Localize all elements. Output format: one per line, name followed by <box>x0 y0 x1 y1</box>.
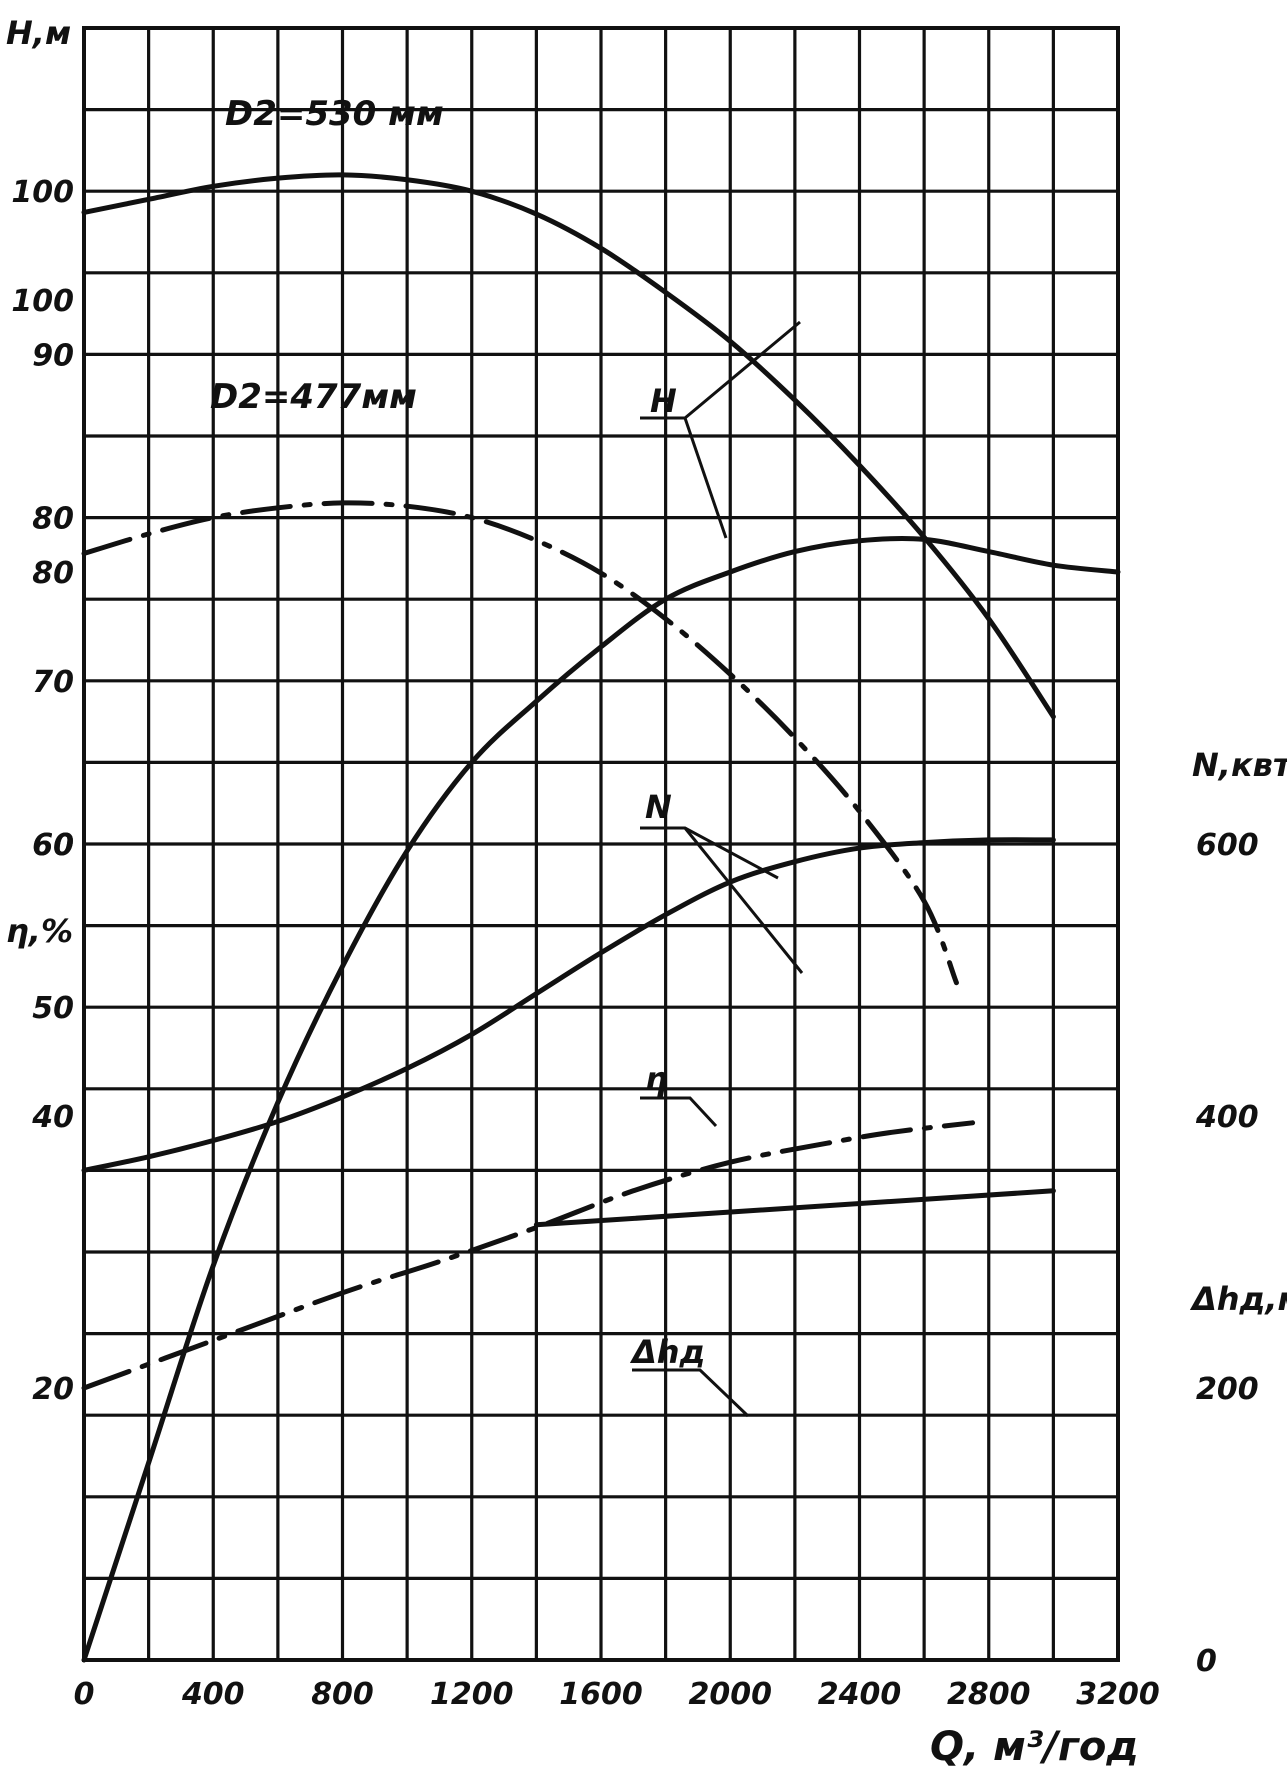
x-tick-label: 400 <box>181 1677 245 1712</box>
y-tick-label-efficiency: 60 <box>32 828 74 863</box>
leader-npsh <box>632 1368 750 1418</box>
series-line-h <box>533 1188 1056 1228</box>
y-tick-label-efficiency: 20 <box>32 1372 74 1407</box>
series-line-eta <box>81 535 1121 1663</box>
x-tick-label: 1600 <box>559 1677 643 1712</box>
series-line-d2-530 <box>81 172 1056 720</box>
y-tick-label-npsh: 2 <box>1196 1372 1217 1407</box>
y-tick-label-head: 70 <box>32 665 74 700</box>
x-axis-label: Q, м³/год <box>930 1724 1139 1770</box>
chart-curves <box>81 172 1121 1663</box>
series-line-n-d2-477 <box>81 1120 976 1391</box>
y-tick-label-head: 80 <box>32 502 74 537</box>
y-axis-label-efficiency: η,% <box>6 912 73 950</box>
curve-label-d2-477: D2=477мм <box>210 377 417 417</box>
x-tick-label: 2000 <box>689 1677 773 1712</box>
leader-n-lower <box>683 827 804 974</box>
x-tick-label: 0 <box>74 1677 95 1712</box>
y-tick-label-head: 50 <box>32 991 74 1026</box>
y-tick-label-efficiency: 40 <box>31 1100 74 1135</box>
x-tick-label: 1200 <box>430 1677 514 1712</box>
chart-grid <box>82 26 1120 1662</box>
y-tick-label-efficiency: 80 <box>32 556 74 591</box>
curve-label-d2-530: D2=530 мм <box>225 94 444 134</box>
annotation-h: H <box>650 382 677 420</box>
annotation-leaders <box>632 320 804 1418</box>
x-tick-label: 2400 <box>818 1677 902 1712</box>
series-line-d2-477 <box>81 500 959 986</box>
leader-h-lower <box>683 417 728 539</box>
y-axis-label-head: H,м <box>6 14 71 52</box>
y-tick-label-head: 90 <box>32 338 74 373</box>
y-tick-label-power: 400 <box>1195 1100 1259 1135</box>
x-tick-label: 3200 <box>1076 1677 1160 1712</box>
x-tick-label: 800 <box>311 1677 374 1712</box>
y-tick-label-head: 60 <box>32 828 74 863</box>
tick-labels: 0 400 800 1200 1600 2000 2400 2800 3200506070809… <box>11 175 1258 1712</box>
annotation-npsh: Δhд <box>629 1333 705 1371</box>
y-tick-label-power: 600 <box>1196 828 1259 863</box>
y-tick-label-power: 200 <box>1196 1372 1259 1407</box>
annotation-eta: η <box>645 1060 668 1098</box>
y-tick-label-head: 100 <box>11 175 74 210</box>
y-axis-label-power: N,квт <box>1192 746 1287 784</box>
plot-frame <box>82 26 1120 1662</box>
series-line-n-d2-530 <box>81 837 1056 1173</box>
x-tick-label: 2800 <box>947 1677 1031 1712</box>
leader-eta <box>640 1096 718 1128</box>
y-axis-label-npsh: Δhд,м <box>1189 1280 1287 1318</box>
y-tick-label-npsh: 4 <box>1195 1100 1217 1135</box>
annotation-n: N <box>645 788 672 826</box>
y-tick-label-efficiency: 100 <box>11 284 74 319</box>
y-tick-label-npsh: 0 <box>1196 1644 1217 1679</box>
